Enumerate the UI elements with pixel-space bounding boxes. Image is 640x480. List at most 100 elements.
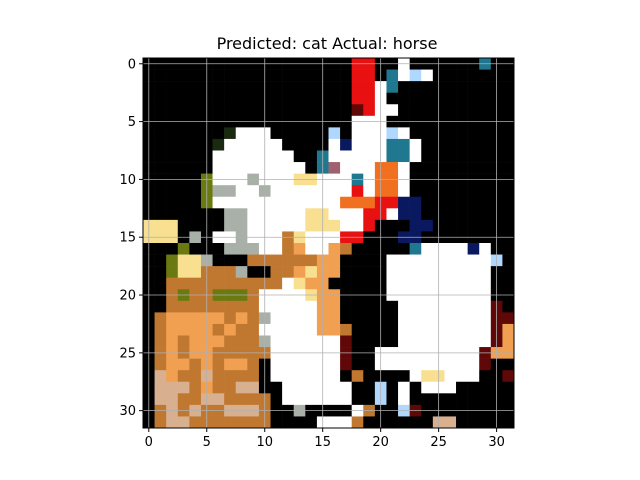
pixel-cell [224, 104, 237, 117]
pixel-cell [421, 393, 434, 406]
pixel-cell [444, 138, 457, 151]
pixel-cell [235, 219, 248, 232]
pixel-cell [305, 92, 318, 105]
pixel-cell [270, 300, 283, 313]
pixel-cell [456, 162, 468, 174]
pixel-cell [421, 104, 434, 117]
pixel-cell [363, 196, 376, 209]
pixel-cell [328, 277, 341, 290]
pixel-cell [282, 69, 295, 82]
pixel-cell [351, 104, 364, 117]
pixel-cell [340, 266, 352, 278]
pixel-cell [270, 196, 283, 209]
pixel-cell [421, 185, 434, 198]
pixel-cell [166, 243, 179, 255]
pixel-cell [247, 81, 260, 93]
pixel-cell [328, 69, 341, 82]
pixel-cell [224, 266, 237, 278]
pixel-cell [398, 254, 410, 267]
pixel-cell [398, 323, 410, 336]
pixel-cell [351, 185, 364, 198]
pixel-cell [444, 196, 457, 209]
pixel-cell [282, 138, 295, 151]
pixel-cell [351, 312, 364, 325]
x-tick-label: 0 [145, 435, 153, 450]
pixel-cell [247, 219, 260, 232]
pixel-cell [328, 150, 341, 163]
pixel-cell [363, 243, 376, 255]
pixel-cell [444, 358, 457, 371]
pixel-cell [270, 243, 283, 255]
pixel-cell [166, 254, 179, 267]
pixel-cell [177, 219, 190, 232]
pixel-cell [189, 370, 202, 383]
pixel-cell [224, 300, 237, 313]
pixel-cell [340, 277, 352, 290]
pixel-cell [305, 323, 318, 336]
y-tick-label: 25 [119, 346, 136, 361]
pixel-cell [398, 196, 410, 209]
pixel-cell [189, 162, 202, 174]
pixel-cell [502, 312, 515, 325]
pixel-cell [293, 335, 306, 348]
x-axis-ticks: 0 5 10 15 20 25 30 [145, 428, 505, 450]
pixel-cell [398, 335, 410, 348]
pixel-cell [166, 104, 179, 117]
pixel-cell [212, 312, 225, 325]
pixel-cell [154, 393, 167, 406]
pixel-cell [502, 196, 515, 209]
pixel-cell [421, 69, 434, 82]
pixel-cell [177, 196, 190, 209]
pixel-cell [502, 208, 515, 221]
pixel-cell [177, 185, 190, 198]
pixel-cell [386, 127, 399, 140]
pixel-cell [189, 138, 202, 151]
pixel-cell [166, 81, 179, 93]
pixel-cell [247, 127, 260, 140]
pixel-cell [444, 254, 457, 267]
pixel-cell [467, 219, 480, 232]
pixel-cell [340, 81, 352, 93]
pixel-cell [467, 323, 480, 336]
pixel-cell [235, 92, 248, 105]
pixel-cell [166, 277, 179, 290]
pixel-cell [502, 381, 515, 394]
pixel-cell [444, 150, 457, 163]
pixel-cell [154, 312, 167, 325]
pixel-cell [166, 358, 179, 371]
y-tick-label: 10 [119, 173, 136, 188]
pixel-cell [386, 381, 399, 394]
pixel-cell [166, 162, 179, 174]
pixel-cell [409, 266, 422, 278]
pixel-cell [328, 81, 341, 93]
pixel-cell [177, 300, 190, 313]
pixel-cell [340, 335, 352, 348]
pixel-cell [270, 416, 283, 429]
pixel-cell [247, 393, 260, 406]
pixel-cell [467, 266, 480, 278]
pixel-cell [166, 393, 179, 406]
pixel-cell [212, 416, 225, 429]
pixel-cell [351, 323, 364, 336]
pixel-cell [351, 219, 364, 232]
pixel-cell [363, 138, 376, 151]
pixel-cell [224, 370, 237, 383]
pixel-cell [189, 335, 202, 348]
pixel-cell [363, 69, 376, 82]
pixel-cell [502, 243, 515, 255]
pixel-cell [224, 208, 237, 221]
pixel-cell [154, 323, 167, 336]
pixel-cell [386, 370, 399, 383]
pixel-cell [270, 312, 283, 325]
pixel-cell [502, 162, 515, 174]
pixel-cell [224, 127, 237, 140]
pixel-cell [340, 300, 352, 313]
pixel-cell [409, 381, 422, 394]
pixel-cell [502, 104, 515, 117]
pixel-cell [421, 254, 434, 267]
pixel-cell [444, 81, 457, 93]
pixel-cell [293, 69, 306, 82]
pixel-cell [247, 185, 260, 198]
pixel-cell [467, 243, 480, 255]
pixel-cell [189, 381, 202, 394]
